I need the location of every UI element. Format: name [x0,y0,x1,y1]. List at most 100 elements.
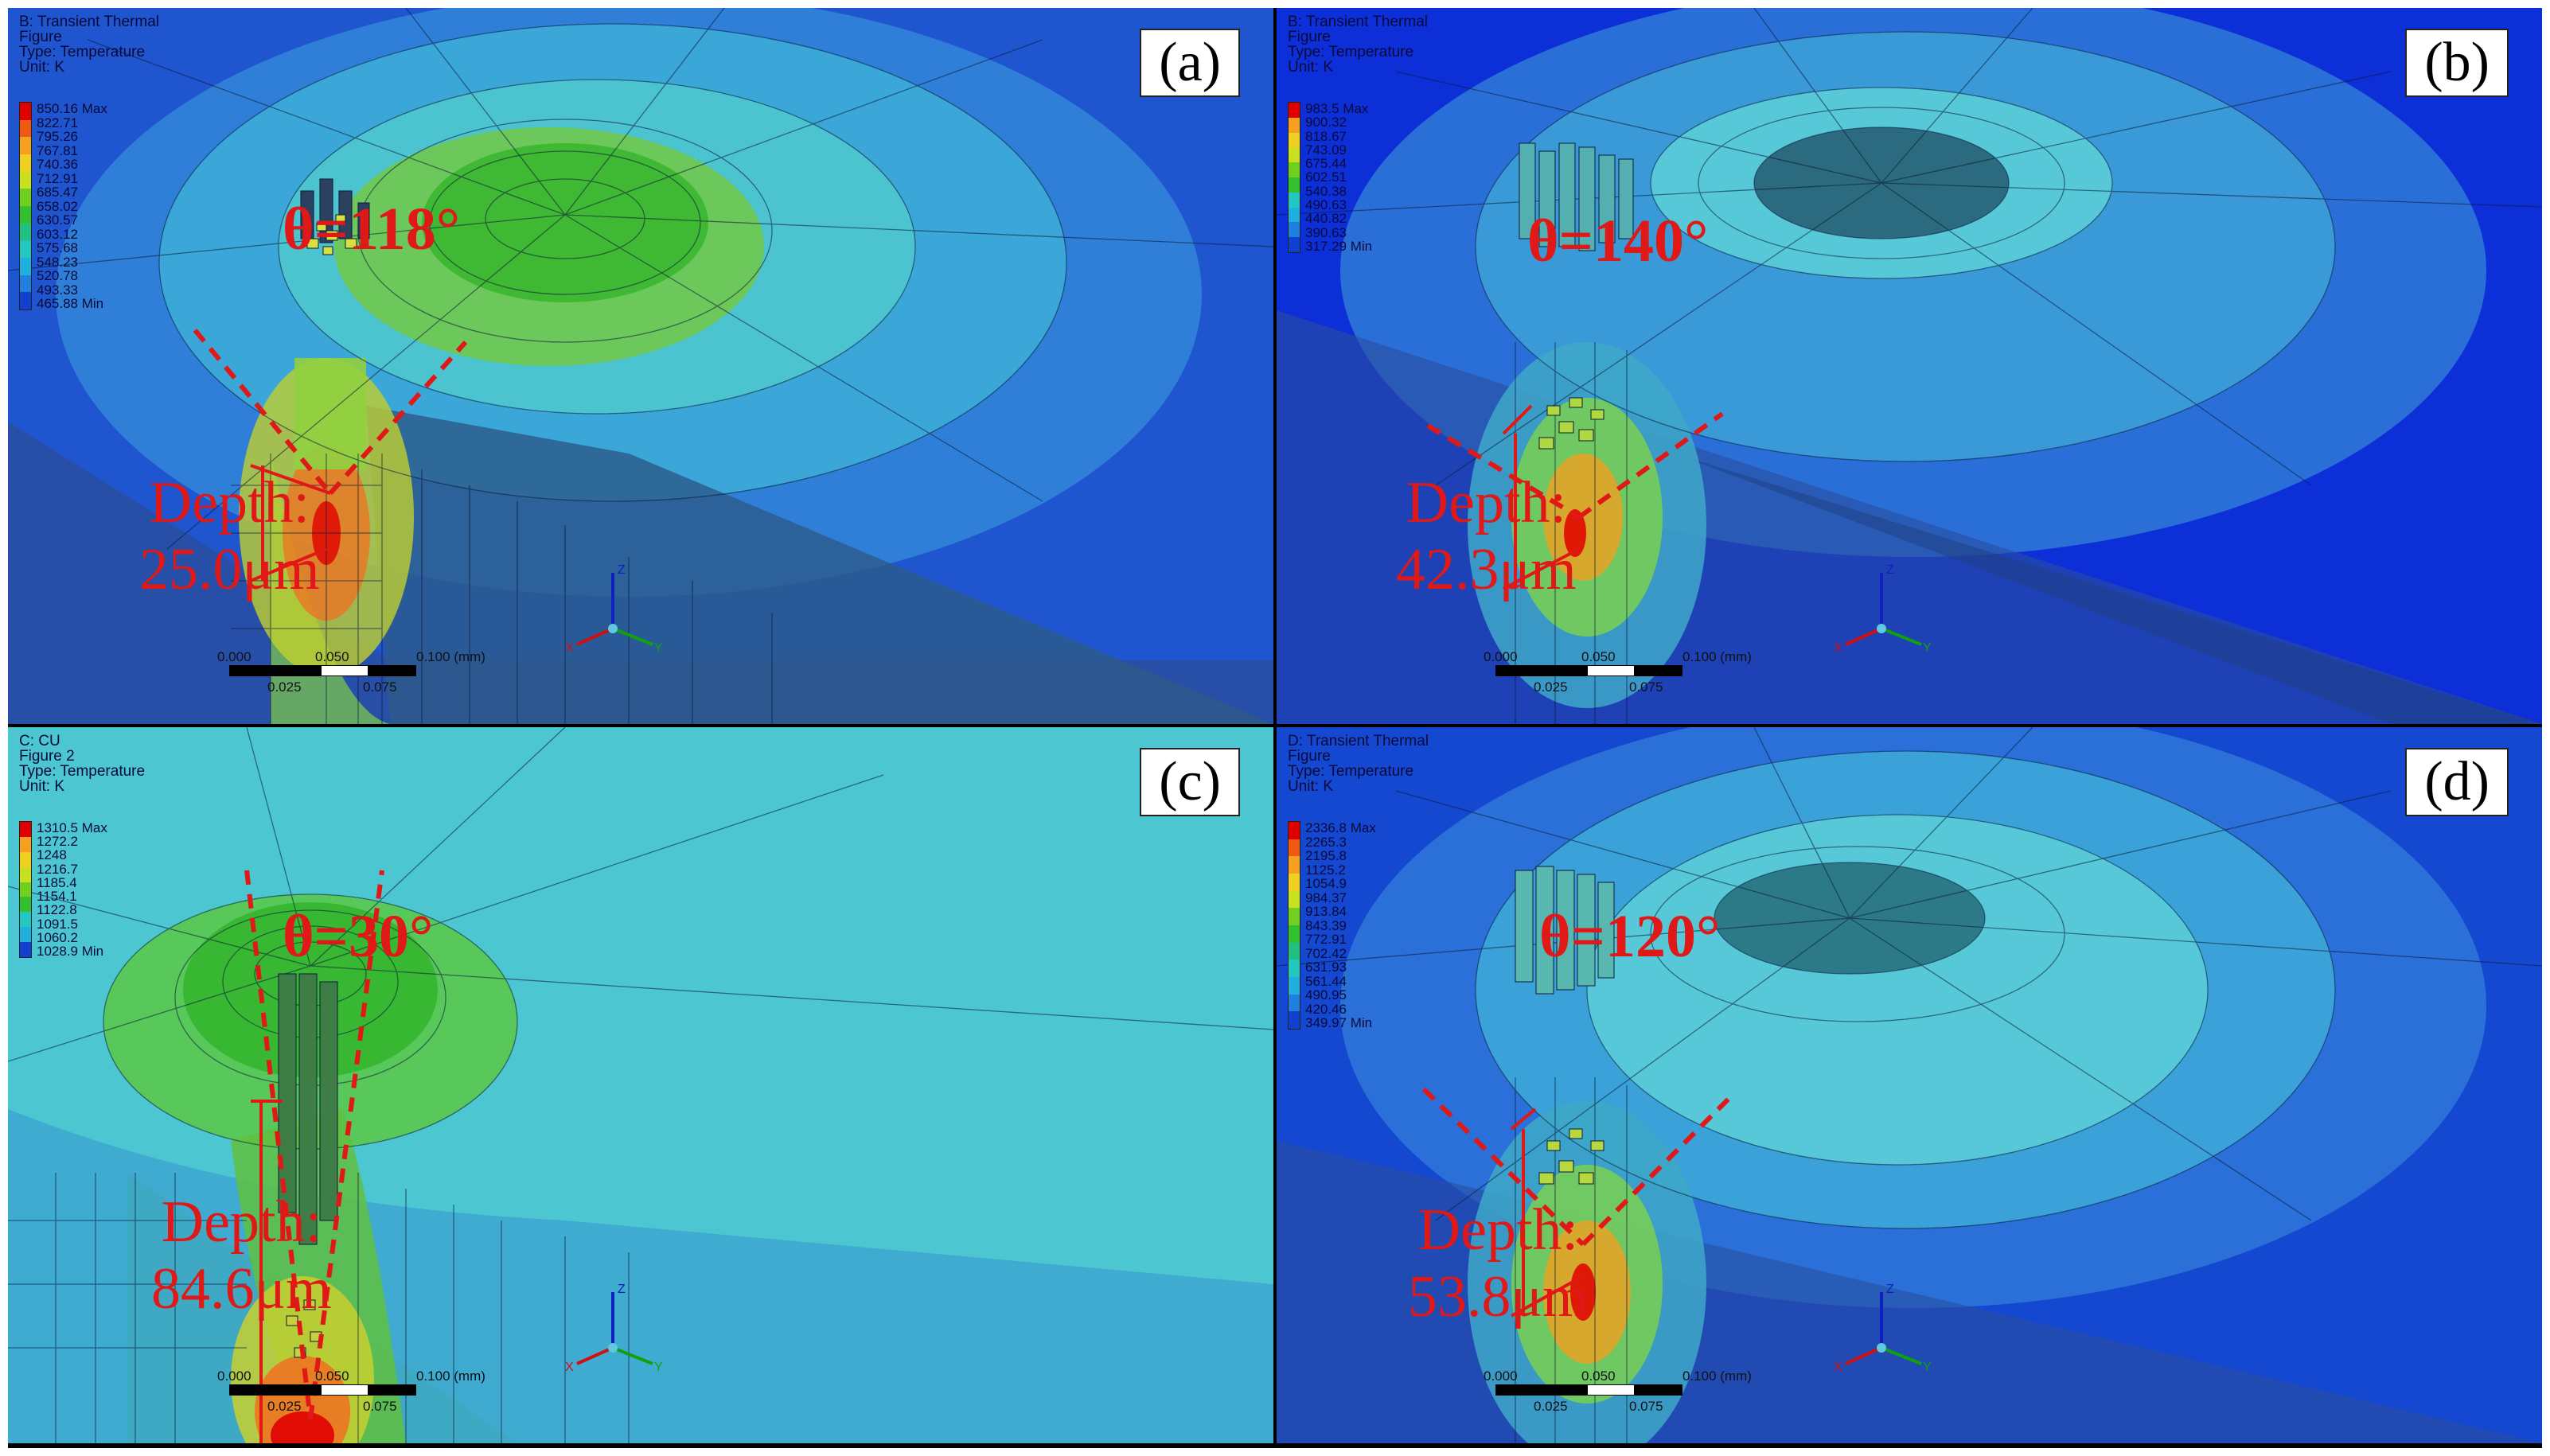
angle-line-left [1421,1087,1585,1247]
legend-color-bar [19,102,32,310]
legend-value: 1216.7 [37,861,78,877]
cone-angle-label: θ=120° [1539,903,1721,970]
scale-bar: 0.000 0.050 0.100 (mm) 0.025 0.075 [217,1368,508,1421]
legend-value: 850.16 Max [37,101,107,116]
depth-label: Depth: [1417,1197,1579,1263]
depth-label: Depth: [1406,470,1567,535]
legend-value: 602.51 [1305,169,1347,185]
scale-three-quarter: 0.075 [363,679,397,695]
axis-x-label: X [1834,641,1842,655]
legend-value: 983.5 Max [1305,101,1369,116]
header-line: Unit: K [1288,59,1334,76]
legend-value: 440.82 [1305,211,1347,227]
simulation-view-d [1277,727,2542,1443]
scale-start: 0.000 [217,1368,251,1384]
header-line: D: Transient Thermal [1288,733,1429,749]
axis-triad: Z X Y [1826,1276,1937,1388]
depth-tick-top [250,464,331,495]
legend-values: 983.5 Max 900.32 818.67 743.09 675.44 60… [1305,102,1372,253]
cone-angle-label: θ=118° [283,196,461,263]
legend-value: 843.39 [1305,917,1347,933]
depth-value: 84.6μm [151,1256,332,1322]
legend-value: 1054.9 [1305,876,1347,891]
axis-x-label: X [1834,1361,1842,1374]
analysis-header: B: Transient Thermal Figure Type: Temper… [1288,14,1428,75]
scale-three-quarter: 0.075 [1629,1399,1663,1414]
scale-segment [229,665,321,676]
legend-value: 575.68 [37,240,78,255]
measurement-overlay-b [1426,404,1724,590]
legend-color-bar [1288,821,1300,1030]
temperature-legend: 983.5 Max 900.32 818.67 743.09 675.44 60… [1288,102,1372,253]
legend-value: 1060.2 [37,929,78,945]
axis-y-label: Y [654,641,663,655]
scale-segment [1635,665,1682,676]
depth-tick-bottom [1511,1275,1584,1318]
depth-value: 42.3μm [1396,537,1577,602]
scale-segment [368,665,416,676]
analysis-header: C: CU Figure 2 Type: Temperature Unit: K [19,734,145,794]
legend-value: 420.46 [1305,1001,1347,1017]
scale-segment [1495,665,1587,676]
legend-value: 1122.8 [37,902,77,918]
scale-segment [1495,1384,1587,1396]
axis-y-label: Y [1923,641,1932,655]
header-line: B: Transient Thermal [1288,14,1429,30]
axis-triad: Z X Y [1826,557,1937,668]
panel-a: B: Transient Thermal Figure Type: Temper… [8,8,1273,724]
axis-z-label: Z [1886,1283,1894,1296]
legend-value: 1248 [37,847,67,863]
depth-tick-top [1510,1108,1537,1131]
legend-value: 2336.8 Max [1305,820,1376,835]
legend-value: 1154.1 [37,889,77,905]
measurement-overlay-a [193,329,468,582]
header-line: Type: Temperature [1288,763,1414,780]
scale-start: 0.000 [217,649,251,664]
depth-annotation: Depth: 84.6μm [151,1189,332,1322]
legend-value: 900.32 [1305,115,1347,130]
header-line: Figure [1288,748,1331,765]
legend-value: 561.44 [1305,973,1347,989]
legend-value: 540.38 [1305,183,1347,199]
legend-value: 2195.8 [1305,848,1347,863]
scale-end: 0.100 (mm) [416,1368,485,1384]
legend-value: 743.09 [1305,142,1347,158]
legend-value: 1310.5 Max [37,820,107,835]
simulation-view-c [8,727,1273,1443]
legend-color-bar [1288,102,1300,253]
temperature-legend: 850.16 Max 822.71 795.26 767.81 740.36 7… [19,102,107,310]
legend-value: 603.12 [37,226,78,242]
simulation-view-a [8,8,1273,724]
header-line: Type: Temperature [19,44,146,60]
legend-value: 675.44 [1305,156,1347,172]
depth-label: Depth: [161,1189,322,1255]
legend-value: 702.42 [1305,945,1347,961]
panel-label: (c) [1140,748,1240,816]
depth-label: Depth: [149,470,310,535]
legend-value: 772.91 [1305,932,1347,947]
axis-z-label: Z [1886,563,1894,577]
legend-value: 984.37 [1305,890,1347,905]
depth-tick-bottom [250,547,327,582]
legend-value: 317.29 Min [1305,238,1373,254]
depth-tick-top [1502,404,1533,435]
scale-segment [368,1384,416,1396]
header-line: Figure [1288,29,1331,45]
cone-angle-label: θ=30° [283,903,434,970]
angle-line-left [193,329,333,495]
scale-start: 0.000 [1484,1368,1518,1384]
legend-value: 658.02 [37,198,78,214]
header-line: C: CU [19,733,60,749]
angle-line-right [328,340,468,496]
scale-bar: 0.000 0.050 0.100 (mm) 0.025 0.075 [217,649,508,702]
scale-segment [1587,1384,1635,1396]
cone-angle-label: θ=140° [1527,208,1709,274]
temperature-legend: 2336.8 Max 2265.3 2195.8 1125.2 1054.9 9… [1288,821,1376,1030]
legend-value: 795.26 [37,129,78,144]
scale-segment [1635,1384,1682,1396]
scale-end: 0.100 (mm) [416,649,485,664]
legend-values: 850.16 Max 822.71 795.26 767.81 740.36 7… [37,102,107,310]
panel-label: (b) [2405,29,2509,97]
scale-start: 0.000 [1484,649,1518,664]
legend-value: 490.63 [1305,197,1347,213]
